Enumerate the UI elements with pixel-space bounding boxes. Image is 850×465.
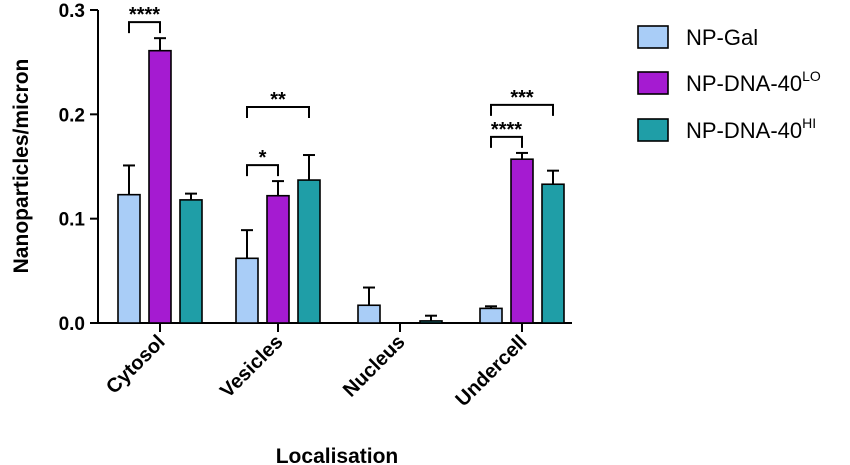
- significance-bracket: [128, 21, 161, 34]
- significance-label: *: [259, 147, 267, 169]
- y-axis-title: Nanoparticles/micron: [10, 59, 33, 274]
- legend-label-superscript: HI: [802, 115, 816, 131]
- legend-swatch: [637, 25, 669, 49]
- bar: [419, 320, 443, 324]
- bar: [510, 158, 534, 324]
- bar: [179, 199, 203, 324]
- significance-label: ****: [491, 119, 522, 141]
- bar: [117, 193, 141, 324]
- significance-label: ****: [129, 4, 160, 26]
- significance-markers: **************: [128, 4, 554, 177]
- x-axis-title: Localisation: [276, 445, 399, 465]
- bar: [266, 194, 290, 324]
- legend-swatch: [637, 71, 669, 95]
- significance-bracket: [246, 106, 310, 119]
- y-tick-label: 0.0: [59, 314, 85, 335]
- significance-label: **: [270, 89, 286, 111]
- bar: [297, 179, 321, 324]
- legend-label-superscript: LO: [802, 68, 821, 84]
- legend-label: NP-DNA-40LO: [686, 68, 821, 96]
- legend-label-text: NP-Gal: [686, 25, 758, 50]
- bar: [235, 257, 259, 324]
- legend-swatch: [637, 118, 669, 142]
- x-tick-label: Nucleus: [339, 331, 410, 402]
- significance-bracket: [246, 164, 279, 177]
- bar: [148, 49, 172, 324]
- x-tick-label: Cytosol: [102, 331, 169, 398]
- bars: [117, 37, 565, 324]
- legend-label: NP-DNA-40HI: [686, 115, 816, 143]
- significance-label: ***: [510, 87, 534, 109]
- bar: [541, 183, 565, 324]
- bar: [357, 304, 381, 324]
- x-tick-label: Undercell: [452, 331, 532, 411]
- y-tick-label: 0.1: [59, 210, 86, 231]
- significance-bracket: [490, 103, 554, 116]
- legend-label-text: NP-DNA-40: [686, 71, 802, 96]
- legend-label-text: NP-DNA-40: [686, 118, 802, 143]
- x-tick-label: Vesicles: [216, 331, 287, 402]
- y-tick-label: 0.2: [59, 105, 85, 126]
- axes: 0.0 0.1 0.2 0.3 Cytosol Vesicles Nucleus Underc…: [10, 1, 572, 465]
- y-tick-label: 0.3: [59, 1, 85, 22]
- legend-label: NP-Gal: [686, 25, 758, 50]
- bar: [479, 307, 503, 324]
- significance-bracket: [490, 135, 523, 148]
